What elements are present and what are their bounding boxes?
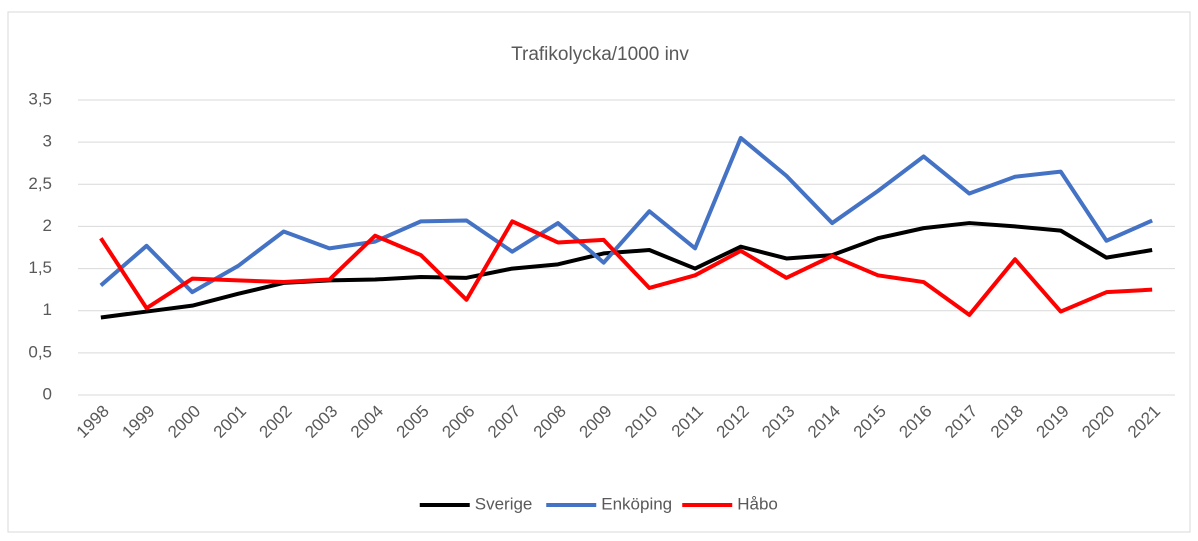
legend-label: Håbo [737,494,778,513]
legend-label: Sverige [475,494,533,513]
y-tick-label: 2,5 [28,174,52,193]
chart-border [7,11,1191,533]
y-tick-label: 0,5 [28,342,52,361]
line-series [99,219,1153,317]
y-tick-label: 3 [43,132,52,151]
y-tick-label: 1,5 [28,258,52,277]
y-tick-label: 0 [43,384,52,403]
y-tick-label: 1 [43,300,52,319]
chart-title: Trafikolycka/1000 inv [511,44,689,65]
line-series [99,135,1153,295]
y-tick-label: 3,5 [28,89,52,108]
line-series [100,221,1153,320]
y-tick-label: 2 [43,216,52,235]
legend-label: Enköping [601,494,672,513]
